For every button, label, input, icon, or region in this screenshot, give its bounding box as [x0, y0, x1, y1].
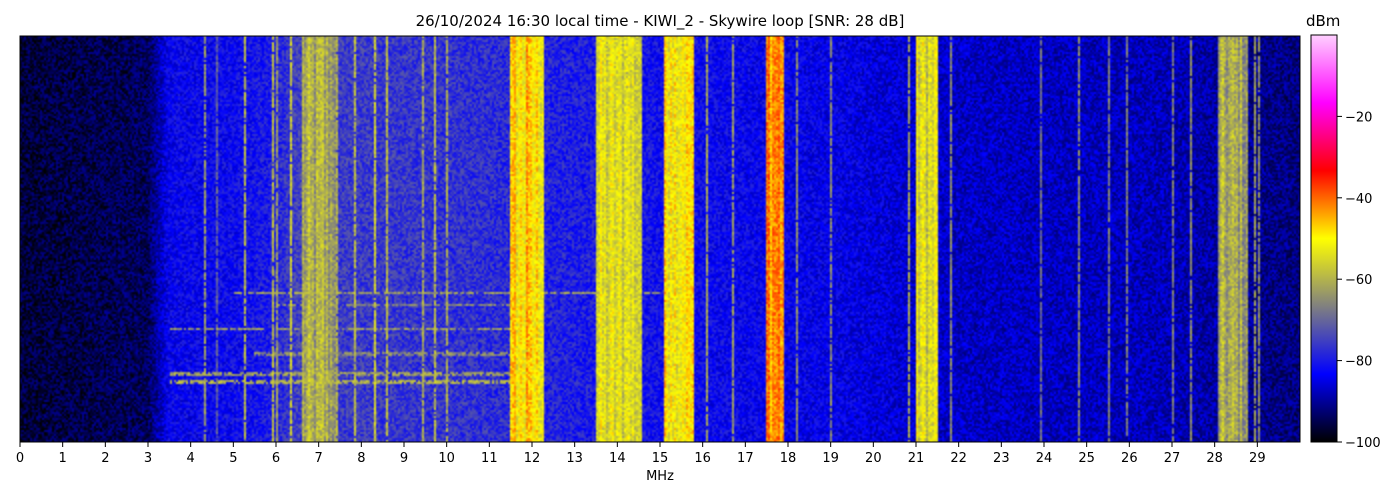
x-tick-label: 10	[438, 451, 455, 466]
x-tick-label: 19	[822, 451, 839, 466]
x-tick-label: 2	[101, 451, 109, 466]
x-tick-label: 28	[1206, 451, 1223, 466]
x-tick-label: 6	[272, 451, 280, 466]
x-tick-label: 13	[566, 451, 583, 466]
x-tick-label: 23	[993, 451, 1010, 466]
spectrogram-heatmap	[19, 35, 1301, 443]
colorbar-tick-label: −80	[1345, 355, 1372, 370]
x-tick-label: 15	[652, 451, 669, 466]
x-tick-label: 27	[1164, 451, 1181, 466]
x-tick-label: 25	[1078, 451, 1095, 466]
x-tick-label: 24	[1036, 451, 1053, 466]
x-tick-label: 18	[780, 451, 797, 466]
x-tick-label: 21	[908, 451, 925, 466]
chart-title: 26/10/2024 16:30 local time - KIWI_2 - S…	[415, 12, 905, 30]
x-tick-label: 0	[16, 451, 24, 466]
x-tick-label: 1	[59, 451, 67, 466]
x-tick-label: 7	[315, 451, 323, 466]
x-tick-label: 3	[144, 451, 152, 466]
colorbar-ticks: −20 −40 −60 −80 −100	[1337, 110, 1381, 451]
x-tick-label: 20	[865, 451, 882, 466]
x-tick-label: 11	[481, 451, 498, 466]
x-tick-label: 17	[737, 451, 754, 466]
x-tick-label: 14	[609, 451, 626, 466]
colorbar-tick-label: −20	[1345, 110, 1372, 125]
x-tick-label: 22	[950, 451, 967, 466]
x-tick-label: 4	[187, 451, 195, 466]
x-axis-label: MHz	[646, 469, 674, 484]
x-tick-label: 26	[1121, 451, 1138, 466]
colorbar-tick-label: −40	[1345, 192, 1372, 207]
colorbar-tick-label: −60	[1345, 273, 1372, 288]
x-tick-label: 29	[1249, 451, 1266, 466]
x-tick-label: 5	[229, 451, 237, 466]
colorbar-tick-label: −100	[1345, 436, 1381, 451]
x-axis: 0 1 2 3 4 5 6 7 8 9 10 11 12 13 14 15 16 17 18 19 20 21 22 23 24…	[16, 442, 1266, 466]
colorbar-label: dBm	[1306, 12, 1341, 30]
colorbar	[1310, 34, 1338, 443]
x-tick-label: 9	[400, 451, 408, 466]
x-tick-label: 12	[524, 451, 541, 466]
x-tick-label: 16	[694, 451, 711, 466]
x-tick-label: 8	[357, 451, 365, 466]
